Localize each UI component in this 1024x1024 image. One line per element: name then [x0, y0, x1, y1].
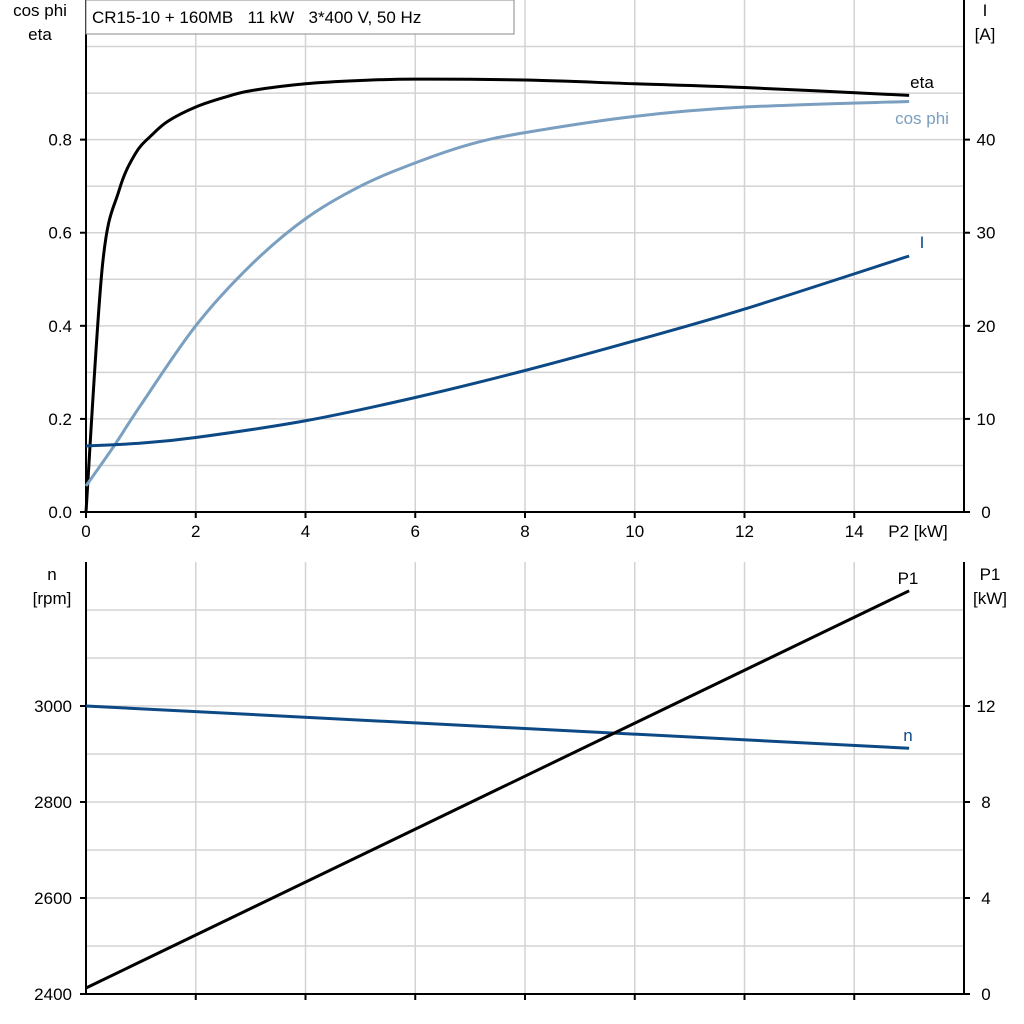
curve-eta [84, 77, 910, 513]
series-label-p1: P1 [898, 569, 919, 588]
curve-n [85, 704, 910, 750]
curves [84, 77, 910, 990]
y-left-tick-label: 0.4 [48, 317, 72, 336]
chart-title: CR15-10 + 160MB 11 kW 3*400 V, 50 Hz [92, 8, 421, 27]
x-tick-label: 10 [625, 522, 644, 541]
top-right-axis-label-1: I [983, 1, 988, 20]
top-grid [86, 0, 964, 512]
y-right-tick-label: 12 [977, 697, 996, 716]
x-tick-label: 6 [411, 522, 420, 541]
top-left-axis-label-2: eta [28, 25, 52, 44]
top-left-axis-label-1: cos phi [13, 1, 67, 20]
y-left-tick-label: 0.2 [48, 410, 72, 429]
y-left-tick-label: 0.6 [48, 224, 72, 243]
y-left-tick-label: 2600 [34, 889, 72, 908]
x-tick-label: 14 [845, 522, 864, 541]
bottom-left-axis-label-2: [rpm] [33, 589, 72, 608]
y-right-tick-label: 20 [977, 317, 996, 336]
y-right-tick-label: 30 [977, 224, 996, 243]
x-tick-label: 4 [301, 522, 310, 541]
top-right-axis-label-2: [A] [975, 25, 996, 44]
curve-cos-phi [84, 99, 910, 487]
bottom-grid [86, 562, 964, 994]
y-right-tick-label: 0 [981, 985, 990, 1004]
y-right-tick-label: 10 [977, 410, 996, 429]
x-axis-label: P2 [kW] [888, 522, 948, 541]
x-tick-label: 8 [520, 522, 529, 541]
bottom-right-axis-label-1: P1 [980, 565, 1001, 584]
y-right-tick-label: 4 [981, 889, 990, 908]
y-left-tick-label: 2400 [34, 985, 72, 1004]
curve-p1 [85, 589, 910, 990]
y-right-tick-label: 8 [981, 793, 990, 812]
axes [80, 0, 970, 1000]
y-left-tick-label: 0.8 [48, 131, 72, 150]
x-tick-label: 2 [191, 522, 200, 541]
series-label-n: n [903, 726, 912, 745]
y-right-tick-label: 0 [981, 503, 990, 522]
x-tick-label: 0 [81, 522, 90, 541]
curve-i [85, 254, 910, 448]
series-label-i: I [920, 233, 925, 252]
x-tick-label: 12 [735, 522, 754, 541]
series-label-eta: eta [910, 73, 934, 92]
series-label-cos-phi: cos phi [895, 109, 949, 128]
y-left-tick-label: 0.0 [48, 503, 72, 522]
bottom-right-axis-label-2: [kW] [973, 589, 1007, 608]
y-left-tick-label: 3000 [34, 697, 72, 716]
title-box [85, 0, 515, 35]
y-left-tick-label: 2800 [34, 793, 72, 812]
y-right-tick-label: 40 [977, 131, 996, 150]
bottom-left-axis-label-1: n [47, 565, 56, 584]
